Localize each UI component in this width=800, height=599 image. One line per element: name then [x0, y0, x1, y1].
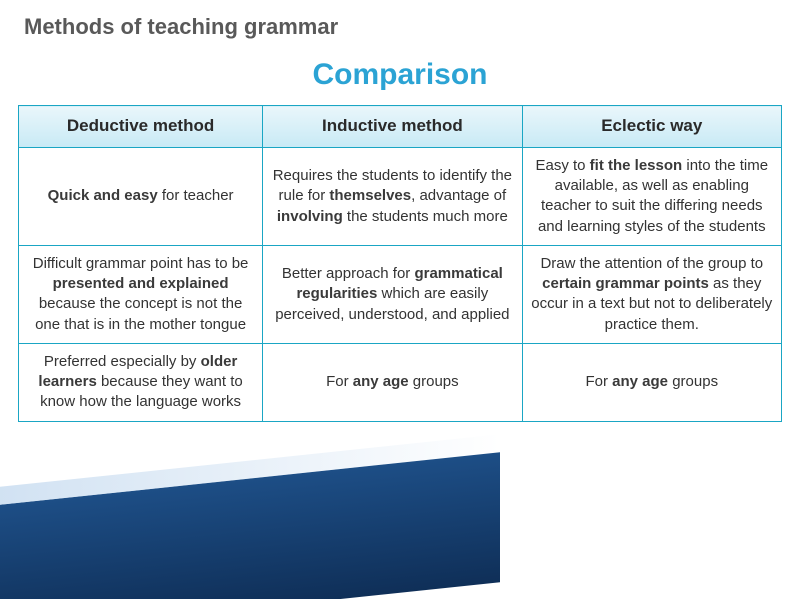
- table-cell: Better approach for grammatical regulari…: [263, 245, 522, 343]
- text: , advantage of: [411, 187, 506, 204]
- table-body: Quick and easy for teacherRequires the s…: [19, 147, 782, 421]
- text-bold: Quick and easy: [48, 187, 158, 204]
- text-bold: themselves: [329, 187, 411, 204]
- table-cell: Easy to fit the lesson into the time ava…: [522, 147, 781, 245]
- table-cell: Quick and easy for teacher: [19, 147, 263, 245]
- slide: Methods of teaching grammar Comparison D…: [0, 0, 800, 599]
- text: groups: [409, 373, 459, 390]
- text: For: [326, 373, 353, 390]
- comparison-table: Deductive method Inductive method Eclect…: [18, 105, 782, 422]
- col-header-eclectic: Eclectic way: [522, 106, 781, 148]
- text: groups: [668, 373, 718, 390]
- table-cell: For any age groups: [263, 343, 522, 421]
- table-header-row: Deductive method Inductive method Eclect…: [19, 106, 782, 148]
- text: for teacher: [158, 187, 234, 204]
- table-row: Quick and easy for teacherRequires the s…: [19, 147, 782, 245]
- text-bold: involving: [277, 208, 343, 225]
- text-bold: any age: [353, 373, 409, 390]
- text: Easy to: [535, 157, 589, 174]
- accent-shape: [0, 452, 500, 599]
- text-bold: presented and explained: [53, 275, 229, 292]
- table-cell: For any age groups: [522, 343, 781, 421]
- table-row: Preferred especially by older learners b…: [19, 343, 782, 421]
- text: because the concept is not the one that …: [35, 295, 246, 332]
- text-bold: any age: [612, 373, 668, 390]
- table-cell: Difficult grammar point has to be presen…: [19, 245, 263, 343]
- table-cell: Draw the attention of the group to certa…: [522, 245, 781, 343]
- table-row: Difficult grammar point has to be presen…: [19, 245, 782, 343]
- subtitle: Comparison: [0, 58, 800, 92]
- text: Difficult grammar point has to be: [33, 255, 249, 272]
- text: Preferred especially by: [44, 353, 201, 370]
- text: Better approach for: [282, 265, 415, 282]
- table-cell: Requires the students to identify the ru…: [263, 147, 522, 245]
- text: Draw the attention of the group to: [540, 255, 763, 272]
- text: For: [585, 373, 612, 390]
- text-bold: certain grammar points: [542, 275, 709, 292]
- table-cell: Preferred especially by older learners b…: [19, 343, 263, 421]
- page-title: Methods of teaching grammar: [24, 14, 338, 40]
- text-bold: fit the lesson: [590, 157, 683, 174]
- col-header-inductive: Inductive method: [263, 106, 522, 148]
- text: the students much more: [343, 208, 508, 225]
- col-header-deductive: Deductive method: [19, 106, 263, 148]
